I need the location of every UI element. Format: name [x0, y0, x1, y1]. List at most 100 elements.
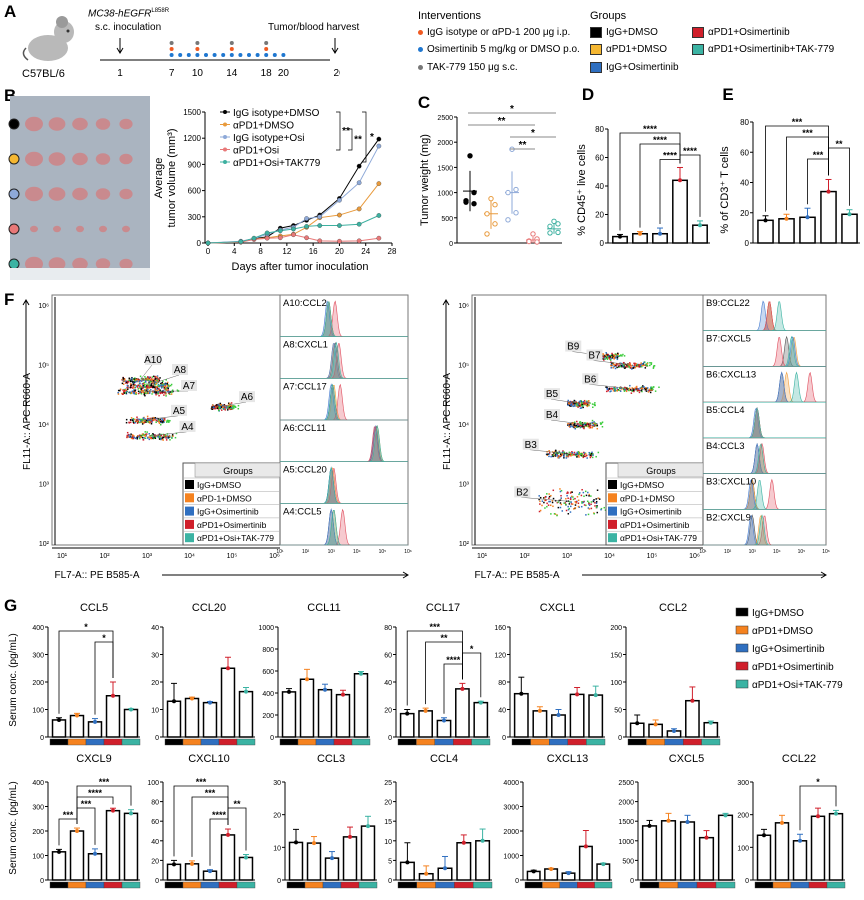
bar	[238, 856, 254, 881]
event-dot	[159, 377, 161, 379]
y-tick-label: 0	[277, 878, 281, 885]
event-dot	[595, 425, 598, 427]
x-axis-label: Days after tumor inoculation	[232, 261, 369, 273]
event-dot	[128, 377, 131, 380]
event-dot	[148, 380, 151, 383]
bar	[703, 721, 719, 738]
group-color-strip	[567, 738, 587, 746]
event-dot	[581, 424, 584, 427]
event-dot	[152, 416, 155, 419]
event-dot	[561, 451, 564, 453]
event-dot	[590, 452, 593, 455]
gate-leader	[146, 374, 180, 386]
event-dot	[602, 358, 604, 360]
event-dot	[595, 500, 598, 503]
event-dot	[572, 496, 574, 498]
event-dot	[127, 387, 129, 389]
event-dot	[216, 406, 219, 408]
event-dot	[164, 433, 166, 436]
event-dot	[633, 362, 635, 365]
x-axis-label: FL7-A:: PE B585-A	[54, 570, 139, 581]
event-dot	[151, 378, 154, 381]
osimertinib-dose-dot	[272, 53, 277, 57]
event-dot	[156, 387, 159, 389]
event-dot	[640, 363, 643, 365]
event-dot	[572, 405, 574, 408]
event-dot	[559, 455, 561, 457]
event-dot	[168, 435, 171, 437]
event-dot	[539, 503, 541, 505]
event-dot	[588, 424, 591, 427]
mouse-strain: C57BL/6	[22, 68, 65, 80]
event-dot	[569, 498, 572, 501]
event-dot	[558, 451, 561, 453]
event-dot	[576, 420, 578, 423]
y-tick-label: 10²	[39, 541, 50, 548]
event-dot	[642, 386, 644, 388]
event-dot	[583, 426, 586, 428]
event-dot	[643, 364, 646, 366]
event-dot	[157, 380, 159, 382]
event-dot	[615, 363, 618, 365]
event-dot	[585, 401, 588, 403]
data-point	[492, 221, 498, 227]
tumor-image	[99, 225, 107, 233]
y-tick-label: 25	[384, 780, 392, 787]
gate-label: B9	[567, 342, 580, 353]
data-point	[484, 211, 490, 217]
y-tick-label: 2000	[437, 140, 453, 147]
event-dot	[169, 391, 171, 393]
event-dot	[614, 388, 616, 390]
bar	[436, 719, 452, 738]
event-dot	[563, 455, 565, 458]
event-dot	[233, 405, 235, 407]
event-dot	[226, 407, 229, 409]
y-tick-label: 0	[40, 878, 44, 885]
event-dot	[563, 502, 565, 504]
group-color-strip	[67, 881, 87, 889]
data-point	[238, 239, 244, 245]
data-point	[264, 235, 270, 241]
event-dot	[552, 505, 554, 508]
event-dot	[164, 384, 166, 386]
event-dot	[598, 498, 601, 500]
dot-icon	[418, 29, 423, 35]
data-point	[376, 143, 382, 149]
event-dot	[135, 379, 137, 382]
event-dot	[612, 363, 615, 365]
event-dot	[609, 354, 612, 357]
y-tick-label: 20	[151, 680, 159, 687]
event-dot	[584, 404, 586, 406]
event-dot	[611, 387, 614, 390]
event-dot	[609, 359, 612, 361]
event-dot	[590, 501, 593, 503]
event-dot	[160, 384, 163, 387]
event-dot	[577, 423, 579, 425]
event-dot	[643, 386, 645, 388]
event-dot	[229, 406, 232, 409]
event-dot	[147, 388, 149, 391]
chart-title: CXCL10	[188, 753, 230, 765]
event-dot	[223, 406, 226, 409]
event-dot	[578, 424, 581, 426]
event-dot	[566, 492, 568, 495]
y-tick-label: 40	[151, 625, 159, 632]
event-dot	[588, 404, 590, 407]
event-dot	[584, 402, 586, 405]
histogram-curve	[703, 335, 826, 367]
histogram-label: A10:CCL2	[283, 298, 327, 309]
event-dot	[162, 417, 165, 420]
event-dot	[633, 390, 635, 393]
groups-title: Groups	[590, 10, 627, 22]
event-dot	[159, 392, 162, 395]
tumor-image	[76, 225, 84, 233]
bar	[660, 820, 677, 881]
event-dot	[582, 406, 584, 409]
event-dot	[140, 380, 143, 382]
event-dot	[563, 457, 565, 459]
event-dot	[541, 504, 543, 507]
event-dot	[142, 391, 144, 393]
event-dot	[151, 419, 154, 422]
data-point	[549, 866, 554, 871]
